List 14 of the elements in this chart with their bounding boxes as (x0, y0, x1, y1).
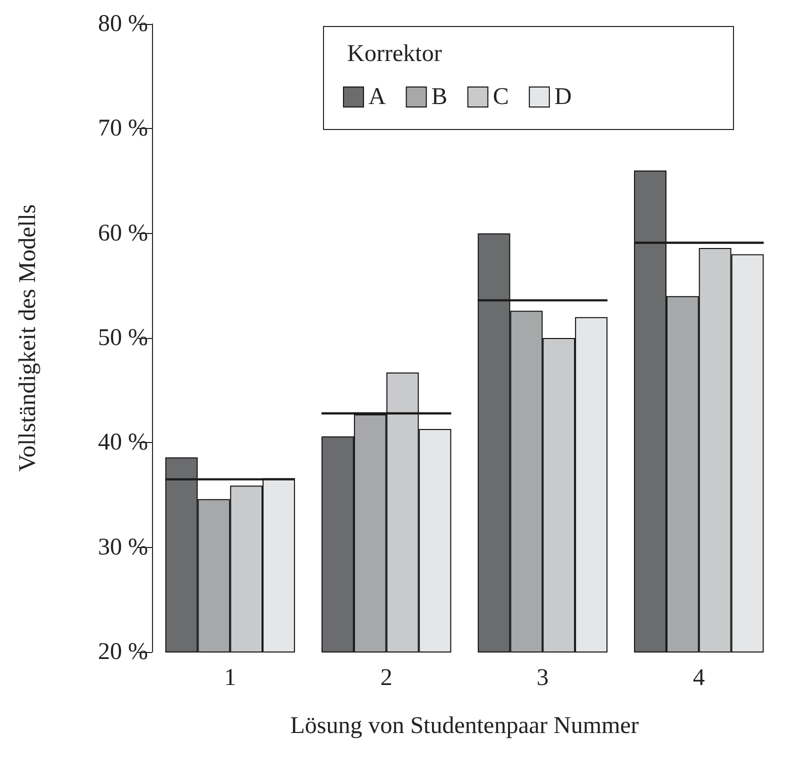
legend-label: A (368, 84, 386, 110)
x-tick-label: 4 (692, 665, 705, 691)
x-tick-label: 3 (536, 665, 549, 691)
legend-label: D (554, 84, 572, 110)
x-tick-label: 2 (380, 665, 392, 691)
y-tick-label: 50 % (98, 325, 148, 351)
y-axis-title: Vollständigkeit des Modells (15, 204, 41, 472)
y-tick-label: 20 % (98, 639, 148, 665)
legend-label: C (492, 84, 509, 110)
legend-label: B (431, 84, 448, 110)
y-tick-label: 80 % (98, 11, 148, 37)
x-tick-label: 1 (224, 665, 236, 691)
x-axis-title: Lösung von Studentenpaar Nummer (290, 713, 639, 739)
legend-title: Korrektor (347, 41, 442, 67)
